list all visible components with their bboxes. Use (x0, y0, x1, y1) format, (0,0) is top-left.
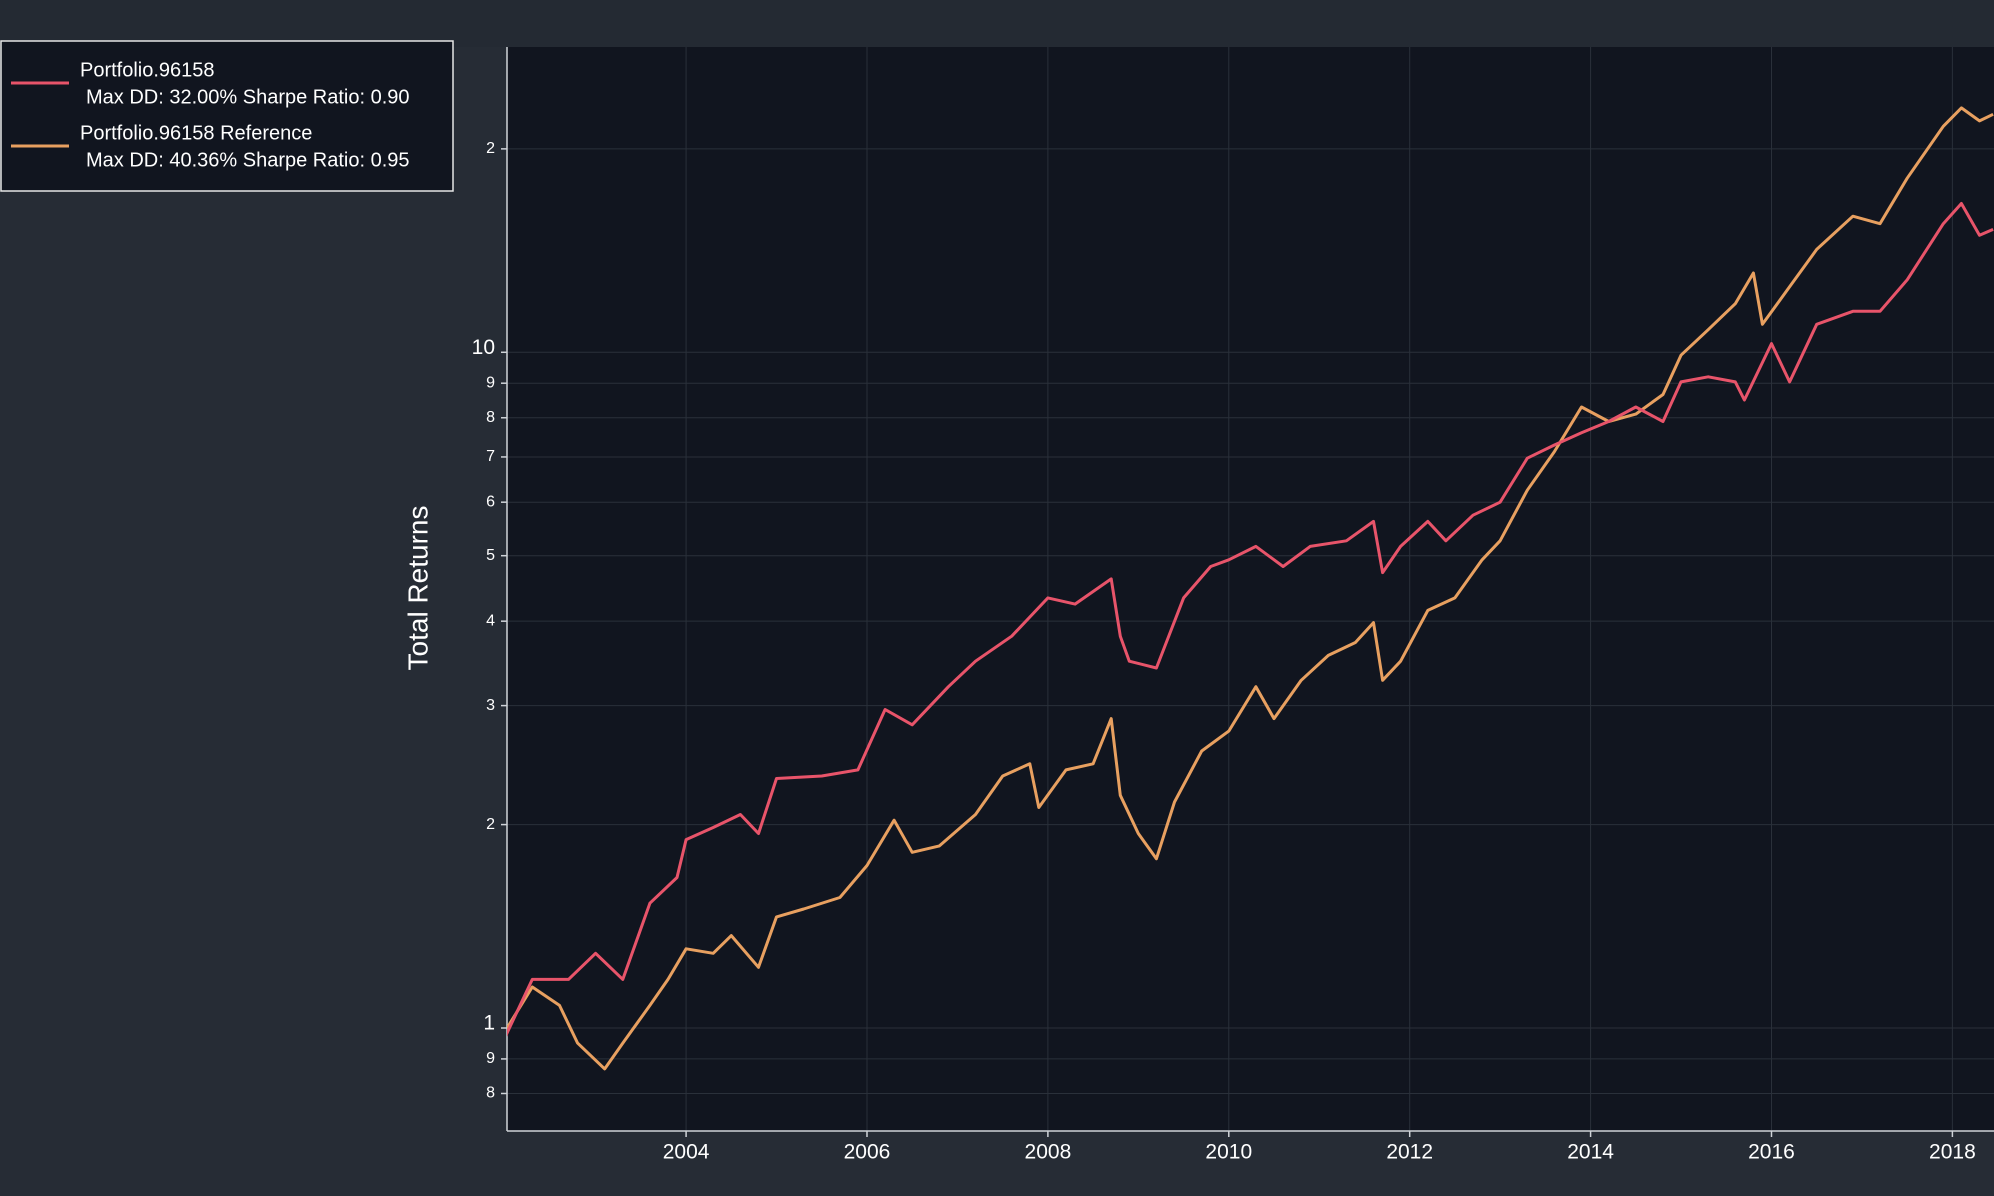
x-tick-label: 2016 (1748, 1141, 1795, 1164)
y-tick-label: 2 (486, 140, 495, 157)
y-tick-label: 4 (486, 612, 495, 629)
y-tick-label: 8 (486, 1085, 495, 1102)
x-tick-label: 2012 (1386, 1141, 1433, 1164)
y-tick-label: 9 (486, 1050, 495, 1067)
y-tick-label: 6 (486, 493, 495, 510)
y-tick-label: 3 (486, 697, 495, 714)
y-axis-label: Total Returns (402, 506, 433, 671)
x-tick-label: 2004 (663, 1141, 710, 1164)
plot-area (507, 47, 1994, 1131)
series-line (507, 106, 1994, 1071)
x-tick-label: 2008 (1025, 1141, 1072, 1164)
y-tick-label: 10 (472, 336, 495, 359)
y-tick-label: 8 (486, 409, 495, 426)
y-tick-label: 7 (486, 448, 495, 465)
legend-label: Portfolio.96158 (80, 59, 215, 81)
x-tick-label: 2018 (1929, 1141, 1976, 1164)
legend-box (0, 40, 454, 192)
y-tick-label: 2 (486, 816, 495, 833)
series-line (507, 202, 1994, 1037)
y-tick-label: 5 (486, 547, 495, 564)
y-tick-label: 9 (486, 374, 495, 391)
y-tick-label: 1 (483, 1012, 495, 1035)
x-tick-label: 2014 (1567, 1141, 1614, 1164)
header-band (0, 0, 1994, 47)
x-tick-label: 2006 (844, 1141, 891, 1164)
legend-label: Portfolio.96158 Reference (80, 122, 312, 144)
legend-stats: Max DD: 40.36% Sharpe Ratio: 0.95 (86, 149, 410, 171)
legend-stats: Max DD: 32.00% Sharpe Ratio: 0.90 (86, 86, 410, 108)
x-tick-label: 2010 (1205, 1141, 1252, 1164)
